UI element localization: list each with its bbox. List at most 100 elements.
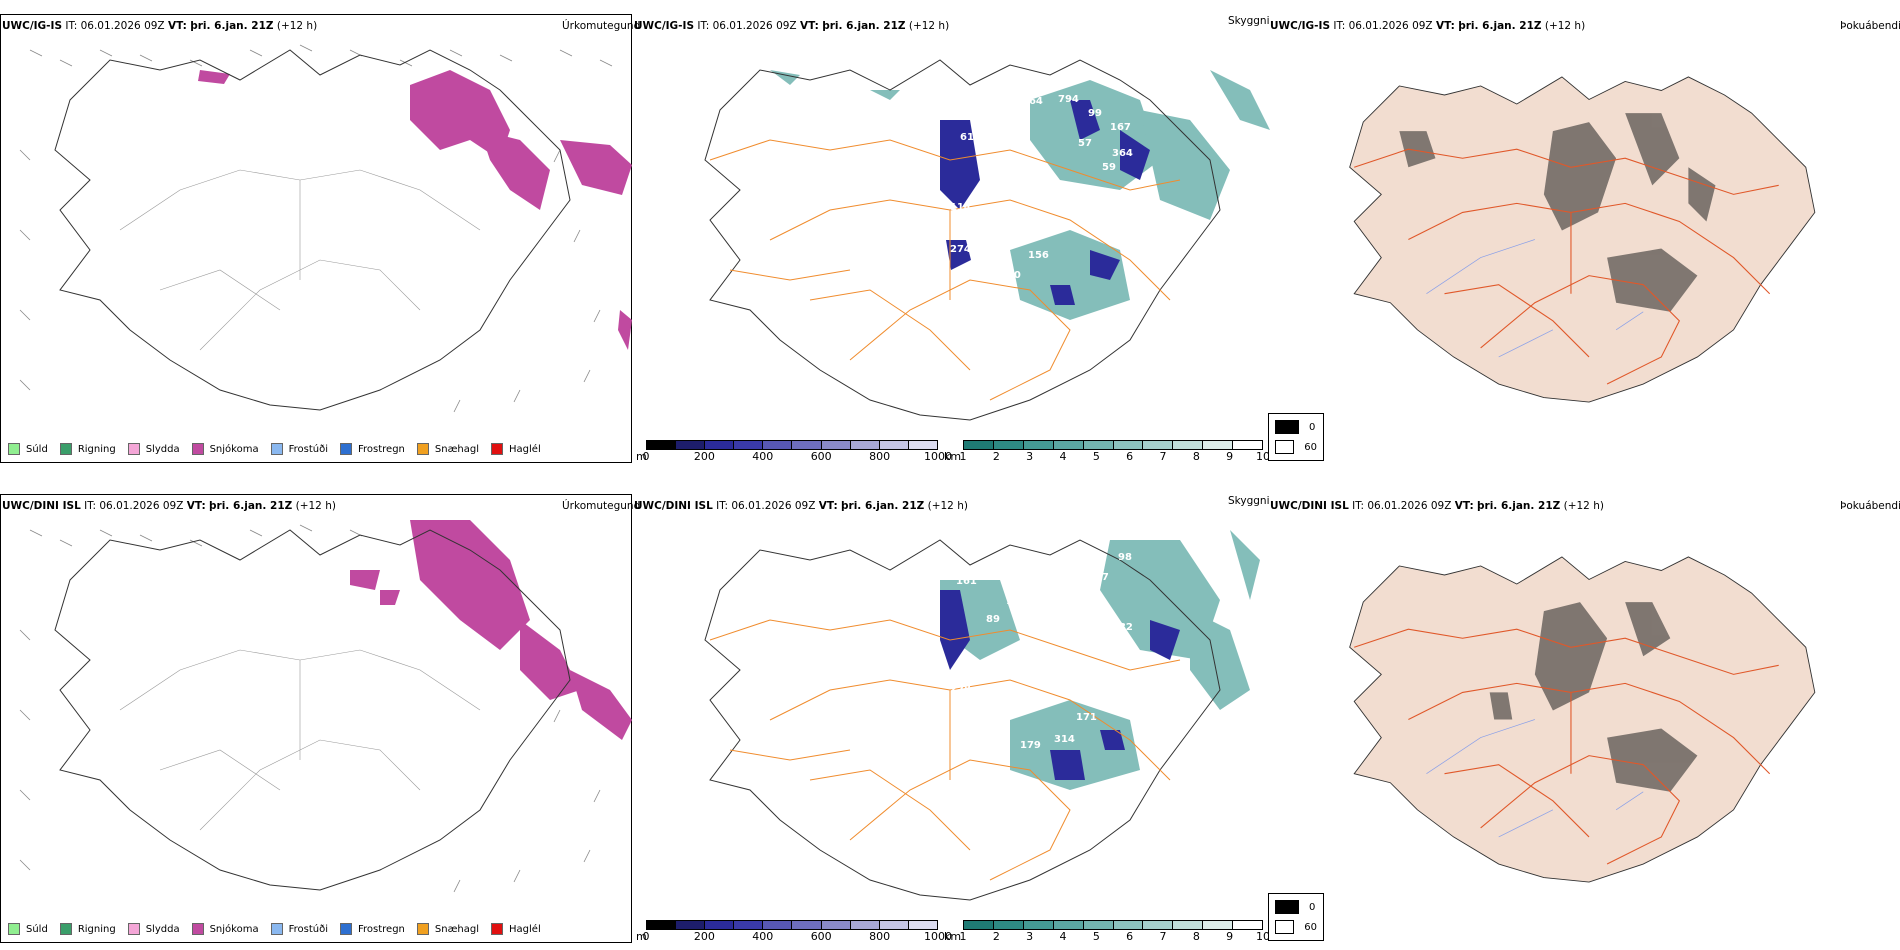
legend-label: Snæhagl — [434, 443, 480, 455]
snow-depth-label: 98 — [1118, 552, 1132, 563]
snow-depth-label: 637 — [1088, 572, 1109, 583]
colorbar-bin — [763, 921, 793, 929]
legend-label: Súld — [26, 923, 48, 935]
colorbar-bin — [1143, 921, 1174, 929]
snow-depth-label: 59 — [1102, 162, 1116, 173]
legend-swatch — [340, 443, 352, 455]
colorbar-bin — [647, 441, 677, 449]
it-value: 06.01.2026 09Z — [99, 500, 184, 512]
rivers — [1426, 239, 1644, 358]
fog-legend-swatch — [1275, 920, 1295, 934]
vt-label: VT: — [799, 20, 819, 32]
legend-swatch — [127, 443, 140, 455]
snow-depth-label: 57 — [1078, 138, 1092, 149]
legend-label: Slydda — [145, 923, 180, 935]
snow-depth-fields — [940, 100, 1150, 305]
model-name: UWC/DINI ISL — [634, 500, 713, 512]
roads — [709, 619, 1181, 881]
legend-item: Snæhagl — [416, 443, 480, 455]
legend-item: Frostregn — [340, 443, 405, 455]
fog-title-1: Þokuábendi — [1840, 20, 1900, 32]
fog-legend-swatch — [1275, 900, 1299, 914]
legend-item: Slydda — [127, 443, 180, 455]
legend-label: Frostregn — [358, 443, 405, 455]
fog-legend-swatch — [1275, 440, 1295, 454]
roads — [119, 649, 481, 831]
fog-legend-swatch — [1275, 420, 1299, 434]
colorbar-tick: 1 — [959, 930, 967, 943]
snow-depth-label: 332 — [1112, 622, 1133, 633]
colorbar-bin — [1203, 921, 1234, 929]
snow-unit-1: m — [636, 450, 647, 463]
legend-label: Slydda — [145, 443, 180, 455]
iceland-outline — [704, 59, 1221, 421]
precip-legend-2: Súld Rigning Slydda Snjókoma Frostúði Frostre… — [8, 923, 553, 935]
snow-depth-label: 99 — [1088, 108, 1102, 119]
legend-swatch — [270, 443, 283, 455]
vis-title-1: Skyggni — [1228, 15, 1270, 27]
header-vis-2: UWC/DINI ISL IT: 06.01.2026 09Z VT: þri.… — [634, 500, 968, 512]
colorbar-tick: 9 — [1226, 930, 1234, 943]
roads — [709, 139, 1181, 401]
vis-unit-2: km — [944, 930, 962, 943]
colorbar-tick: 800 — [869, 450, 891, 463]
model-name: UWC/IG-IS — [2, 20, 63, 32]
legend-swatch — [491, 923, 504, 935]
snow-areas — [350, 520, 632, 740]
colorbar-tick: 400 — [752, 930, 774, 943]
iceland-land — [1349, 76, 1816, 403]
fog-legend-label: 0 — [1309, 421, 1316, 433]
colorbar-bin — [964, 441, 994, 449]
it-label: IT: — [1333, 20, 1346, 32]
header-fog-2: UWC/DINI ISL IT: 06.01.2026 09Z VT: þri.… — [1270, 500, 1604, 512]
fog-legend-label: 60 — [1304, 921, 1317, 933]
precip-legend-1: Súld Rigning Slydda Snjókoma Frostúði Frostre… — [8, 443, 553, 455]
legend-item: Haglél — [491, 443, 541, 455]
snow-depth-label: 167 — [1110, 122, 1131, 133]
colorbar-bin — [1053, 441, 1084, 449]
vt-value: þri. 6.jan. 21Z — [822, 20, 906, 32]
legend-swatch — [270, 923, 283, 935]
colorbar-bin — [676, 441, 706, 449]
legend-label: Rigning — [77, 443, 116, 455]
colorbar-tick: 1000 — [924, 930, 952, 943]
header-vis-1: UWC/IG-IS IT: 06.01.2026 09Z VT: þri. 6.… — [634, 20, 949, 32]
colorbar-bin — [993, 921, 1024, 929]
colorbar-tick: 8 — [1192, 930, 1200, 943]
fog-legend-item: 0 — [1275, 900, 1317, 914]
colorbar-bin — [850, 441, 880, 449]
snow-depth-label: 364 — [1112, 148, 1133, 159]
legend-swatch — [416, 443, 429, 455]
legend-label: Rigning — [77, 923, 116, 935]
legend-label: Haglél — [509, 923, 541, 935]
legend-label: Haglél — [509, 443, 541, 455]
vt-value: þri. 6.jan. 21Z — [1458, 20, 1542, 32]
colorbar-bin — [879, 921, 909, 929]
colorbar-tick: 1000 — [924, 450, 952, 463]
snow-depth-label: 81 — [1102, 640, 1116, 651]
colorbar-bin — [1113, 921, 1144, 929]
colorbar-tick: 600 — [810, 450, 832, 463]
vis-map-1: 473 364 794 99 61 167 57 364 59 114 274 30 156 250 — [704, 59, 1270, 421]
lead-time: (+12 h) — [276, 20, 318, 32]
fog-title-2: Þokuábendi — [1840, 500, 1900, 512]
snow-depth-label: 794 — [1058, 94, 1079, 105]
roads — [119, 169, 481, 351]
it-label: IT: — [716, 500, 729, 512]
snow-areas — [198, 70, 632, 350]
colorbar-tick: 5 — [1092, 930, 1100, 943]
it-value: 06.01.2026 09Z — [712, 20, 797, 32]
legend-item: Rigning — [59, 443, 116, 455]
it-label: IT: — [84, 500, 97, 512]
legend-swatch — [491, 443, 504, 455]
colorbar-bin — [1233, 921, 1263, 929]
fog-fields — [1399, 113, 1716, 312]
legend-swatch — [416, 923, 429, 935]
header-precip-1: UWC/IG-IS IT: 06.01.2026 09Z VT: þri. 6.… — [2, 20, 317, 32]
colorbar-bin — [821, 441, 851, 449]
fog-legend-item: 60 — [1275, 920, 1317, 934]
colorbar-tick: 6 — [1126, 930, 1134, 943]
colorbar-tick: 1 — [959, 450, 967, 463]
colorbar-tick: 3 — [1026, 450, 1034, 463]
